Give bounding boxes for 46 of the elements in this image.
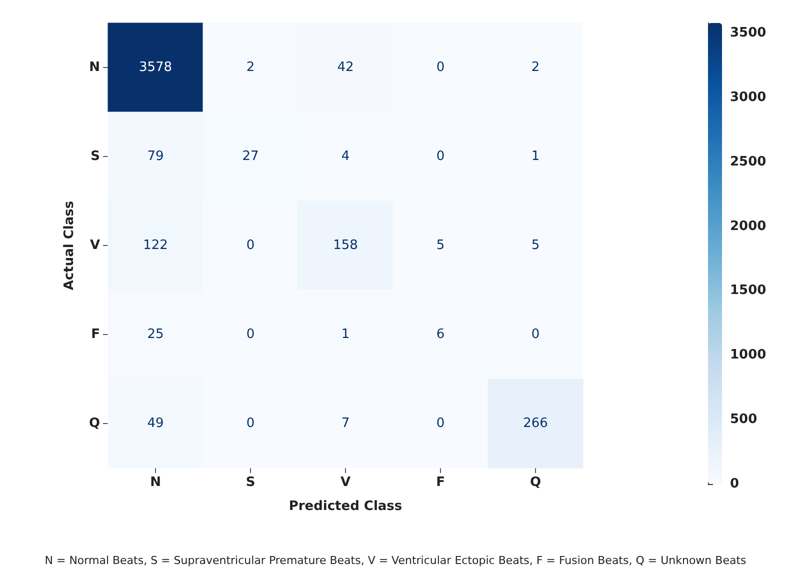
y-axis-title: Actual Class bbox=[62, 200, 77, 290]
data-label: 0 bbox=[246, 327, 255, 342]
y-tick-label: N bbox=[89, 60, 100, 75]
color-bar-label: 2500 bbox=[730, 154, 766, 170]
color-bar-label: 1000 bbox=[730, 348, 766, 363]
data-label: 2 bbox=[246, 60, 255, 75]
y-tick-label: Q bbox=[88, 416, 100, 431]
y-tick-label: V bbox=[90, 238, 100, 253]
data-label: 49 bbox=[147, 416, 164, 431]
data-label: 1 bbox=[531, 149, 540, 164]
x-tick-label: S bbox=[246, 475, 256, 490]
data-label: 0 bbox=[436, 416, 445, 431]
data-label: 0 bbox=[246, 238, 255, 253]
data-label: 266 bbox=[523, 416, 548, 431]
x-tick-label: V bbox=[340, 475, 351, 490]
color-bar-label: 1500 bbox=[730, 283, 766, 298]
data-label: 25 bbox=[147, 327, 164, 342]
data-label: 42 bbox=[337, 60, 354, 75]
text: N = Normal Beats, S = Supraventricular Premature Beats, V = Ventricular Ectopic Beats, F = Fusion Beats, Q = Unknown Beats bbox=[44, 554, 747, 567]
x-tick-label: F bbox=[436, 475, 445, 490]
y-tick-label: F bbox=[91, 327, 100, 342]
x-tick-label: N bbox=[150, 475, 161, 490]
data-label: 1 bbox=[341, 327, 350, 342]
data-label: 5 bbox=[531, 238, 540, 253]
data-label: 5 bbox=[436, 238, 445, 253]
color-bar-label: 0 bbox=[730, 476, 740, 492]
color-bar-label: 2000 bbox=[730, 218, 766, 234]
data-label: 158 bbox=[333, 238, 358, 253]
data-label: 79 bbox=[147, 149, 164, 164]
x-axis-title: Predicted Class bbox=[288, 499, 402, 514]
y-tick-label: S bbox=[90, 149, 100, 164]
data-label: 3578 bbox=[138, 60, 172, 75]
data-label: 122 bbox=[143, 238, 168, 253]
data-label: 7 bbox=[341, 416, 350, 431]
data-label: 0 bbox=[531, 327, 540, 342]
data-label: 4 bbox=[341, 149, 350, 164]
data-label: 2 bbox=[531, 60, 540, 75]
data-label: 6 bbox=[436, 327, 445, 342]
data-label: 0 bbox=[436, 60, 445, 75]
color-bar-label: 3500 bbox=[730, 26, 766, 41]
x-tick-label: Q bbox=[530, 475, 542, 490]
color-bar-label: 3000 bbox=[730, 90, 766, 105]
data-label: 0 bbox=[246, 416, 255, 431]
data-label: 0 bbox=[436, 149, 445, 164]
data-label: 27 bbox=[242, 149, 259, 164]
color-bar-label: 500 bbox=[730, 412, 758, 428]
